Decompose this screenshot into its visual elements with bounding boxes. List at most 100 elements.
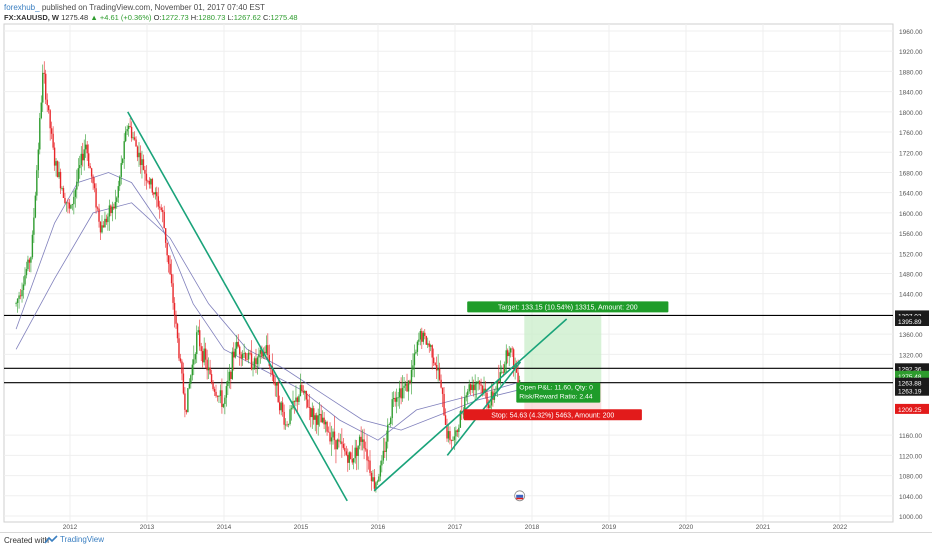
candle-body [382, 450, 385, 461]
candle-body [333, 431, 336, 441]
candle-body [87, 153, 90, 166]
candle-body [133, 137, 136, 140]
price-label-bg [895, 385, 929, 396]
candle-body [191, 364, 194, 376]
candle-body [412, 365, 414, 370]
candle-body [407, 380, 410, 392]
target-zone [524, 315, 602, 383]
chart-misc [514, 490, 526, 502]
candle-body [304, 390, 306, 393]
candle-body [71, 204, 74, 206]
candle-body [422, 332, 425, 342]
candle-body [207, 367, 210, 371]
horizontal-lines[interactable] [4, 314, 893, 384]
candle-body [77, 168, 79, 182]
candle-body [193, 359, 195, 365]
candle-body [120, 163, 122, 177]
candle-body [354, 447, 356, 459]
candle-body [416, 341, 419, 352]
candle-body [369, 460, 371, 473]
trendlines[interactable] [127, 111, 568, 502]
candle-body [68, 202, 71, 209]
candle-body [101, 225, 103, 233]
x-tick-label: 2015 [294, 524, 309, 531]
event-icon-stripe [516, 494, 524, 498]
event-icon-stripe-red [516, 497, 524, 500]
candle-body [247, 352, 250, 360]
price-chart[interactable]: Target: 133.15 (10.54%) 13315, Amount: 2… [0, 0, 932, 532]
candle-body [43, 72, 45, 74]
candle-body [341, 441, 343, 445]
candle-body [468, 384, 470, 392]
candle-body [216, 395, 219, 397]
candle-body [25, 269, 28, 276]
trendline [127, 111, 348, 502]
candle-body [36, 170, 38, 196]
candle-body [206, 359, 208, 371]
y-axis: 1960.00 1920.00 1880.00 1840.00 1800.00 1760.… [895, 29, 929, 521]
candle-body [394, 397, 396, 402]
candle-body [167, 255, 170, 264]
candle-body [74, 189, 77, 197]
candle-body [418, 339, 420, 342]
author-link[interactable]: forexhub_ [4, 3, 40, 12]
candle-body [240, 354, 242, 359]
candle-body [400, 388, 402, 399]
tradingview-logo-icon[interactable] [44, 535, 58, 545]
candle-body [332, 431, 334, 438]
price-label: 1275.48 [898, 374, 922, 381]
candle-body [430, 345, 432, 347]
candle-body [89, 165, 91, 169]
x-tick-label: 2019 [602, 524, 617, 531]
candle-body [450, 440, 453, 442]
candle-body [99, 221, 102, 233]
candle-body [318, 413, 321, 416]
candle-body [95, 188, 97, 208]
candle-body [437, 368, 439, 371]
candle-body [273, 374, 275, 383]
y-tick-label: 1600.00 [899, 211, 923, 218]
candle-body [290, 408, 293, 410]
candle-body [55, 161, 57, 166]
candle-body [259, 349, 262, 354]
candle-body [512, 349, 515, 368]
candle-body [517, 372, 519, 384]
candle-body [421, 331, 423, 342]
candle-body [159, 206, 161, 208]
candle-body [413, 353, 416, 366]
candle-body [110, 205, 112, 214]
candle-body [391, 399, 393, 419]
candle-body [329, 432, 331, 442]
x-tick-label: 2014 [217, 524, 232, 531]
tradingview-brand[interactable]: TradingView [60, 535, 105, 544]
candle-body [150, 178, 152, 185]
footer: Created with TradingView [0, 532, 932, 551]
candle-body [511, 348, 513, 350]
candle-body [153, 192, 155, 195]
x-tick-label: 2022 [833, 524, 848, 531]
candle-body [284, 424, 287, 426]
candle-body [295, 397, 297, 402]
candle-body [496, 380, 499, 393]
candle-body [321, 417, 324, 423]
candle-body [79, 165, 81, 169]
candle-body [327, 431, 330, 433]
y-tick-label: 1720.00 [899, 150, 923, 157]
created-with-text: Created with [4, 536, 49, 545]
candle-body [258, 353, 260, 358]
open-value: 1272.73 [161, 13, 189, 22]
price-label: 1395.89 [898, 319, 922, 326]
candle-body [107, 216, 109, 223]
candle-body [489, 405, 491, 408]
close-value: 1275.48 [270, 13, 298, 22]
candle-body [465, 395, 467, 398]
candle-body [438, 368, 441, 380]
candle-body [222, 404, 225, 407]
x-axis: 2012 2013 2014 2015 2016 2017 2018 2019 2020 2021… [63, 524, 848, 531]
candle-body [231, 351, 233, 379]
candle-body [471, 384, 473, 391]
candle-body [187, 388, 189, 413]
candle-body [224, 397, 226, 405]
candle-body [301, 385, 303, 392]
candle-body [73, 196, 75, 205]
